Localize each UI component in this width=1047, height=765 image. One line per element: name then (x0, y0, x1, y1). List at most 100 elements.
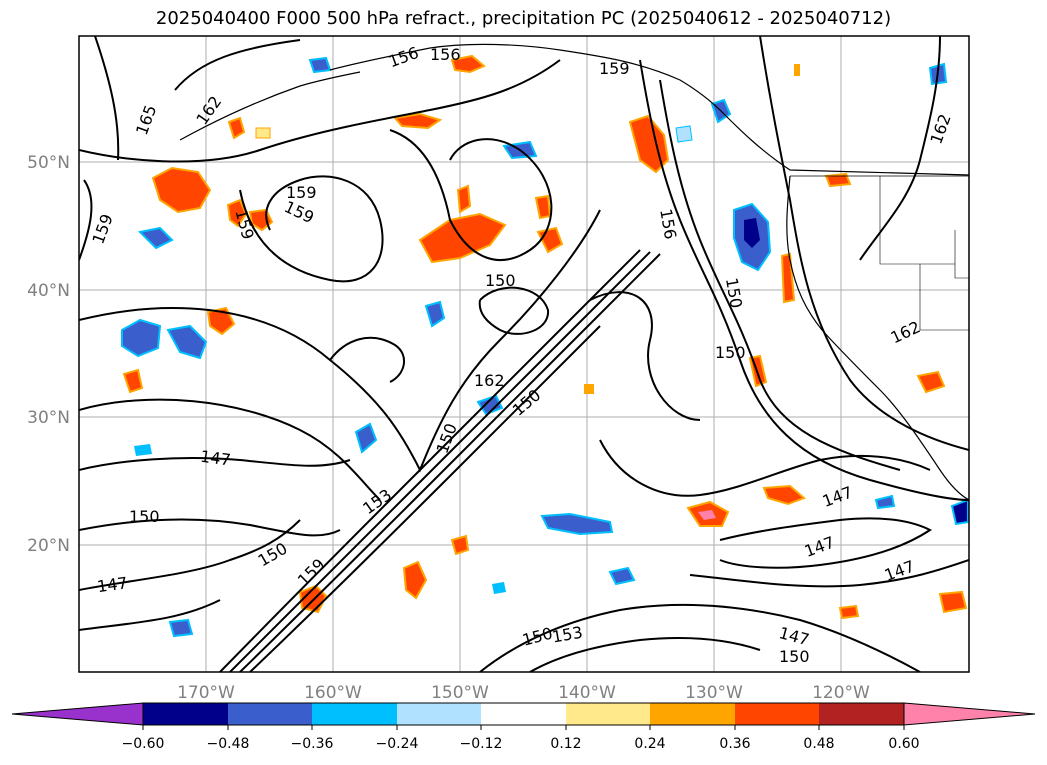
contour-label: 150 (129, 507, 160, 526)
colorbar-swatch (312, 703, 397, 725)
contour-label: 156 (386, 43, 421, 71)
anomaly-positive-patch (122, 368, 144, 394)
contour-label: 147 (820, 483, 855, 511)
colorbar-tick-label: −0.60 (122, 736, 165, 752)
anomaly-negative-patch (424, 300, 446, 328)
lon-labels: 170°W 160°W 150°W 140°W 130°W 120°W (177, 683, 870, 703)
colorbar-swatch (481, 703, 566, 725)
coastline-north-america (786, 175, 969, 501)
contour-line (79, 59, 561, 163)
anomaly-negative-patch (137, 226, 174, 250)
colorbar-tick-label: 0.12 (550, 736, 581, 752)
anomaly-positive-patch (780, 252, 796, 304)
contour-label: 147 (882, 557, 917, 585)
anomaly-positive-patch (824, 172, 852, 188)
contour-label: 165 (132, 102, 160, 137)
anomaly-positive-patch (418, 212, 507, 264)
contour-line (659, 79, 901, 471)
colorbar-tick-marks (142, 725, 905, 730)
contour-line (219, 249, 641, 672)
lon-label: 150°W (431, 683, 489, 703)
colorbar-tick-label: −0.48 (207, 736, 250, 752)
border-state (879, 176, 969, 331)
colorbar-extend-high (903, 702, 1036, 726)
colorbar-frame (142, 702, 905, 726)
contour-label: 159 (88, 211, 116, 246)
contour-label: 150 (722, 276, 746, 309)
coastline (179, 43, 969, 501)
anomaly-positive-patch (226, 198, 248, 228)
anomaly-positive-patch (628, 114, 670, 174)
contour-line (79, 179, 93, 261)
anomaly-positive-patch (450, 54, 486, 74)
contour-line (479, 603, 921, 672)
contour-line (329, 336, 405, 383)
anomaly-positive-patch (584, 384, 594, 394)
contour-line (229, 251, 651, 672)
contour-label: 162 (192, 92, 225, 128)
contour-label: 147 (199, 447, 232, 470)
contour-label: 150 (779, 647, 810, 666)
contour-label: 150 (433, 421, 461, 456)
anomaly-negative-patch (308, 56, 332, 74)
anomaly-positive-patch (206, 306, 236, 336)
anomaly-negative-patch (874, 494, 896, 510)
lat-label: 50°N (27, 153, 70, 173)
anomaly-positive-patch (456, 184, 472, 214)
colorbar-swatch (735, 703, 819, 725)
contour-labels: 165 162 159 159 159 156 156 159 162 159 … (88, 43, 954, 666)
anomaly-negative-patch (168, 618, 194, 638)
contour-line (79, 209, 601, 473)
anomaly-positive-patch (255, 127, 271, 139)
contour-line (529, 637, 761, 672)
contour-line (689, 559, 969, 588)
contour-label: 147 (802, 533, 837, 561)
lon-label: 130°W (685, 683, 743, 703)
contour-line (79, 518, 341, 537)
anomaly-negative-patch (540, 512, 614, 536)
contour-label: 147 (777, 623, 811, 649)
contour-label: 147 (96, 573, 129, 596)
contour-label: 150 (485, 271, 516, 290)
contour-line (639, 59, 969, 501)
colorbar-swatch (650, 703, 735, 725)
anomaly-positive-patch (534, 194, 552, 220)
coastline-alaska (329, 43, 969, 176)
contour-line (79, 519, 301, 591)
anomaly-positive-patch (393, 112, 443, 130)
refractivity-contours (79, 36, 969, 672)
colorbar-tick-label: −0.24 (376, 736, 419, 752)
contour-line (249, 325, 601, 672)
anomaly-negative-patch (675, 125, 693, 143)
colorbar-tick-label: 0.24 (634, 736, 665, 752)
anomaly-positive-patch (794, 64, 800, 76)
colorbar-tick-label: 0.36 (719, 736, 750, 752)
contour-line (859, 36, 941, 261)
colorbar-tick-label: −0.36 (291, 736, 334, 752)
colorbar-swatch (143, 703, 228, 725)
contour-label: 150 (715, 343, 746, 362)
precip-anomaly-fill (121, 54, 969, 638)
contour-label: 153 (551, 623, 584, 647)
contour-label: 156 (656, 207, 680, 240)
contour-line (759, 36, 969, 451)
contour-label: 150 (255, 539, 291, 571)
colorbar-swatch (566, 703, 650, 725)
lon-label: 170°W (177, 683, 235, 703)
anomaly-negative-patch (608, 566, 636, 586)
lon-label: 160°W (304, 683, 362, 703)
anomaly-positive-patch (938, 590, 968, 614)
colorbar-swatch (819, 703, 904, 725)
contour-line (79, 599, 221, 631)
contour-label: 162 (474, 371, 505, 390)
contour-line (599, 439, 931, 497)
map-title: 2025040400 F000 500 hPa refract., precip… (155, 8, 892, 29)
contour-line (174, 39, 301, 91)
contour-label: 156 (430, 45, 461, 64)
colorbar-tick-label: 0.48 (803, 736, 834, 752)
anomaly-positive-patch (762, 484, 806, 506)
contour-line (94, 36, 120, 161)
colorbar-swatch (397, 703, 481, 725)
contour-line (79, 398, 381, 501)
